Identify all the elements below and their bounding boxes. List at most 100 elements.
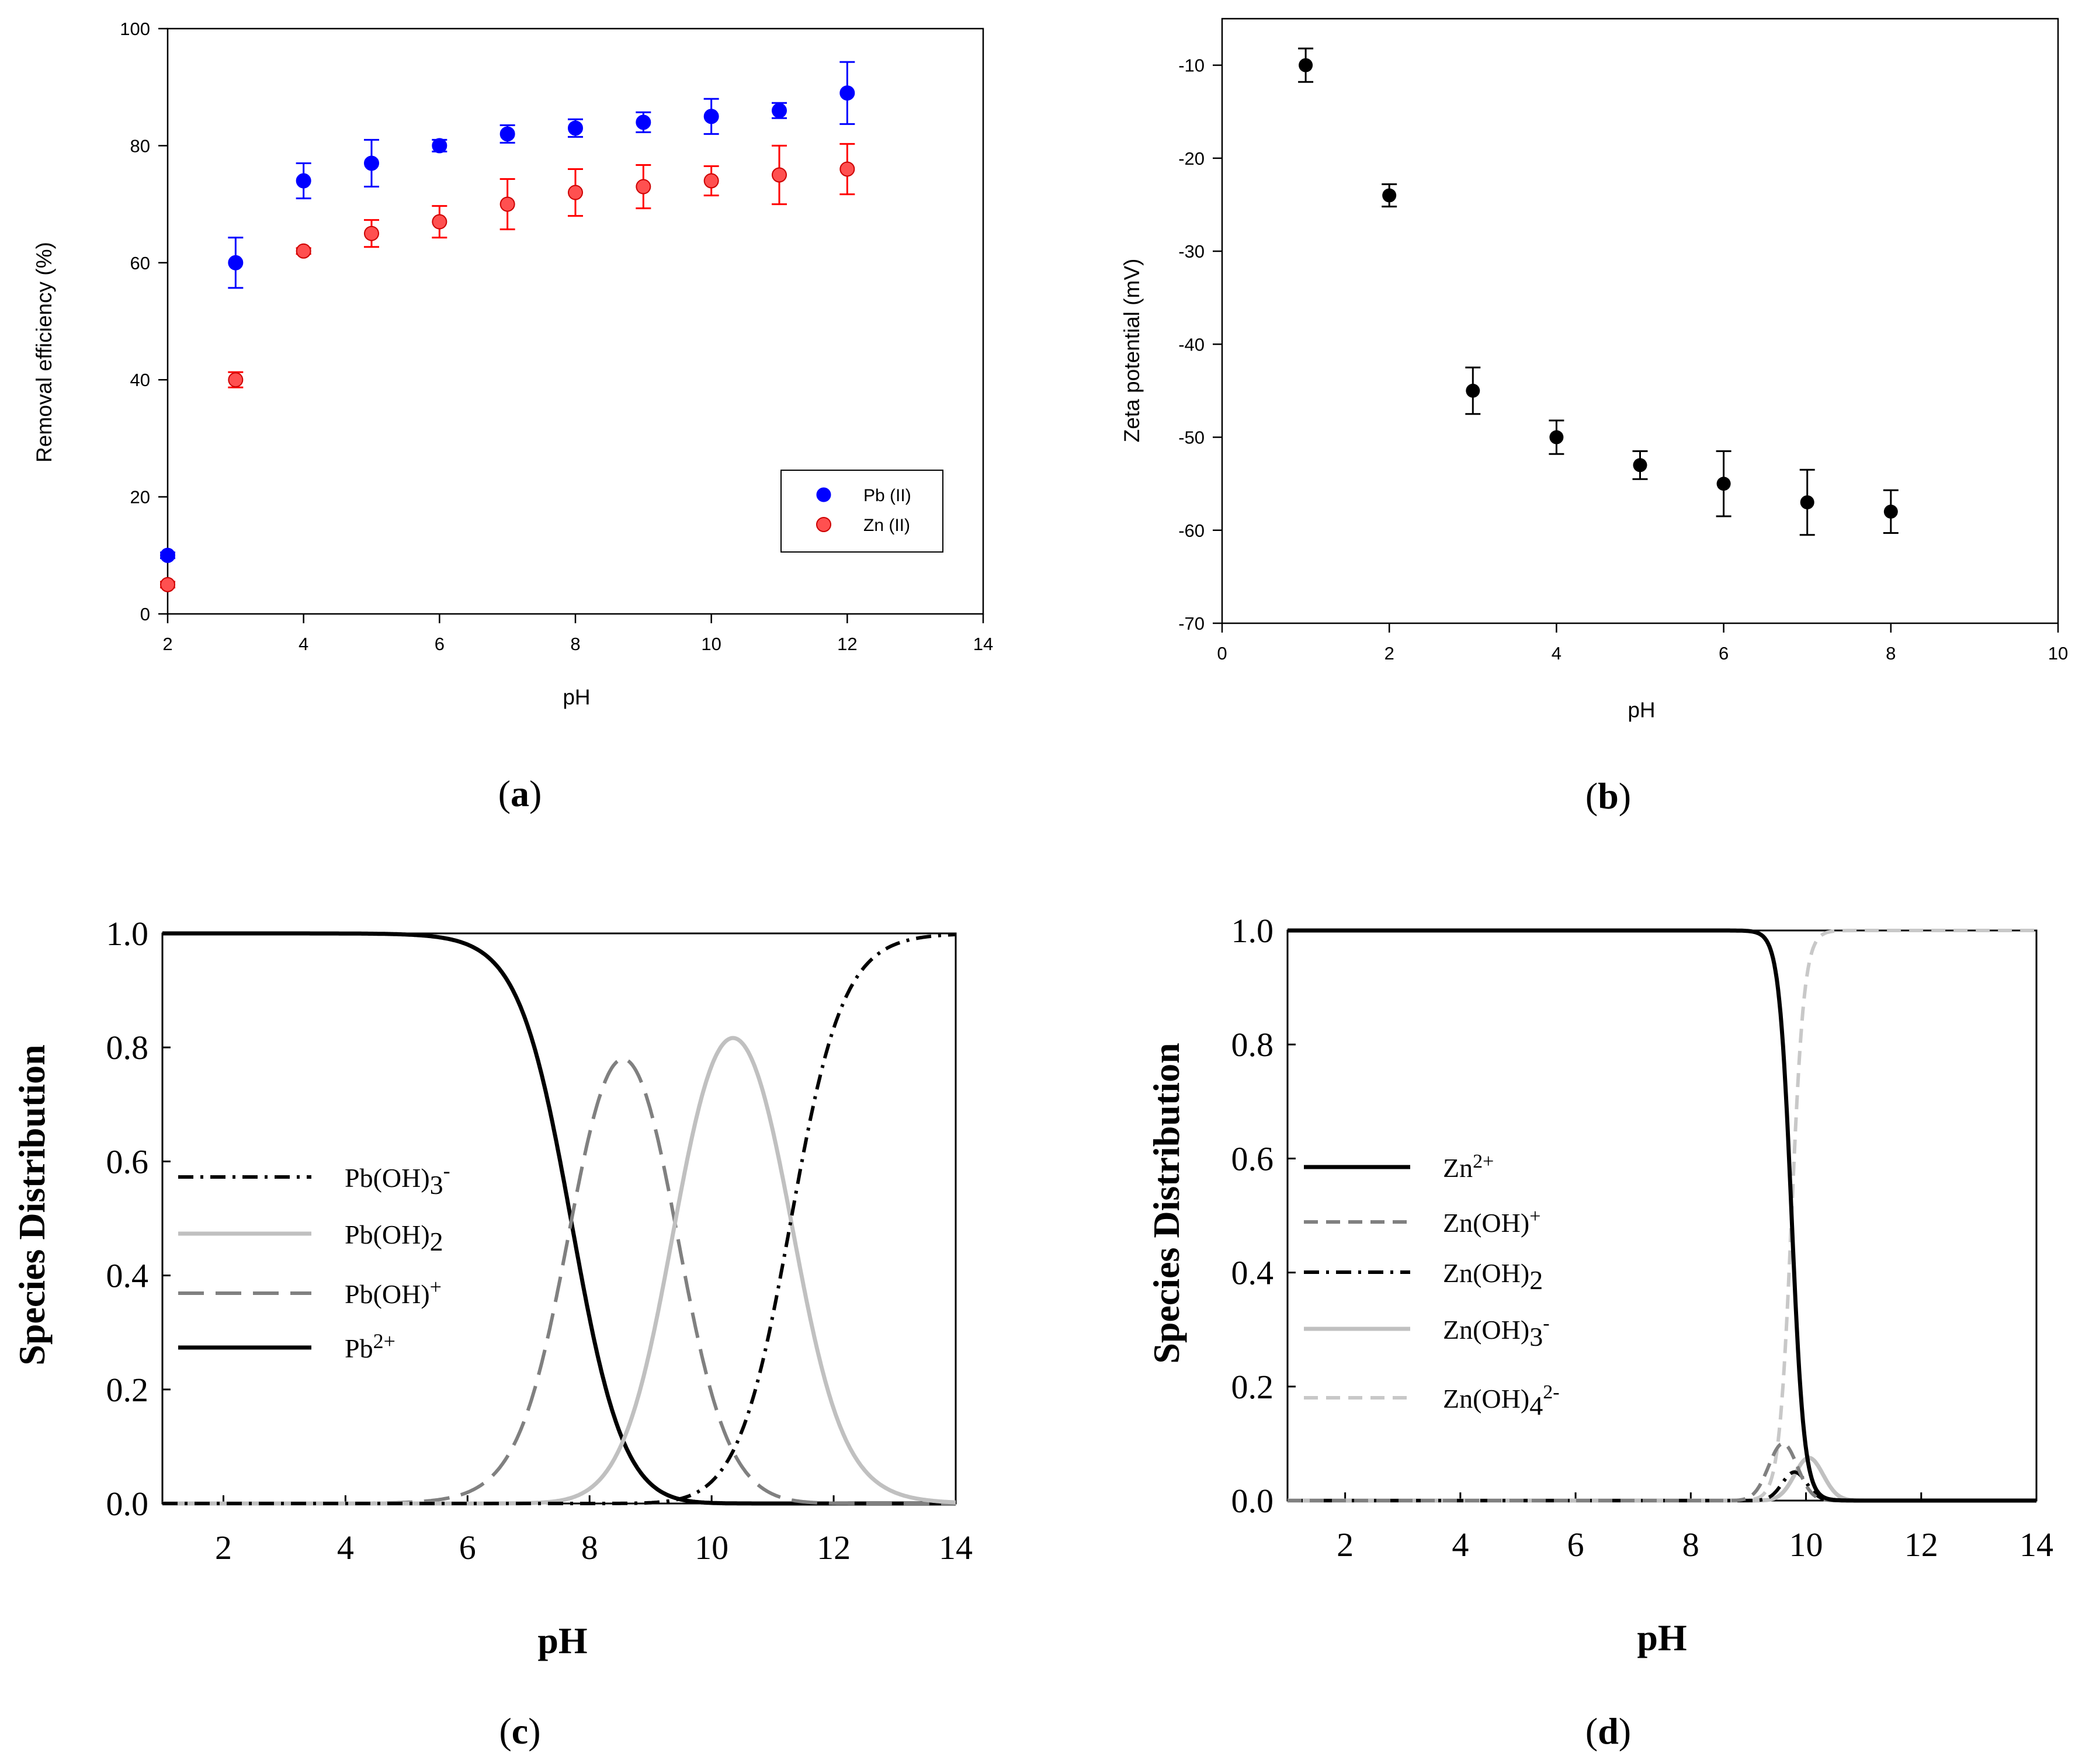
data-point-pb (499, 126, 515, 142)
data-point-zn (228, 372, 244, 388)
chart-b: 0 2 4 6 8 10 -70 -60 -50 -40 -30 -20 -10 pH Zeta po… (1120, 18, 2068, 817)
chart-b-frame (1221, 18, 2059, 624)
curve-pboh (162, 1057, 956, 1505)
data-point (1549, 430, 1564, 445)
y-tick-label: 1.0 (1231, 912, 1274, 950)
legend-label-sup: + (1529, 1206, 1540, 1227)
chart-d-xlabel: pH (1637, 1617, 1687, 1658)
data-point-zn (839, 161, 855, 177)
data-point-zn (703, 173, 719, 189)
data-point-zn (636, 179, 651, 195)
x-tick-label: 2 (162, 634, 172, 654)
legend-label-sup: 2+ (373, 1329, 395, 1353)
chart-a-legend: Pb (II) Zn (II) (780, 470, 943, 553)
x-tick-label: 8 (1886, 643, 1896, 664)
x-tick-label: 10 (701, 634, 721, 654)
data-point-zn (568, 185, 583, 200)
y-tick-label: 0.4 (1231, 1254, 1274, 1292)
legend-label-1: Pb(OH)2 (345, 1220, 443, 1256)
y-tick-label: 0.0 (106, 1485, 149, 1523)
data-point-pb (364, 155, 379, 171)
y-tick-label: 0 (140, 604, 150, 624)
chart-c-xlabel: pH (537, 1620, 587, 1661)
chart-c-x-ticks: 2 4 6 8 10 12 14 (215, 1495, 973, 1567)
data-point-pb (703, 109, 719, 124)
legend-label-main: Zn (1443, 1153, 1473, 1183)
chart-c-series (162, 931, 956, 1506)
chart-a-ylabel: Removal efficiency (%) (32, 242, 56, 463)
x-tick-label: 2 (1337, 1526, 1354, 1564)
legend-label-main: Zn(OH) (1443, 1384, 1529, 1414)
data-point-pb (160, 547, 175, 563)
caption-a-letter: a (511, 773, 529, 814)
legend-label-sup: - (1543, 1312, 1549, 1334)
chart-b-axes (1221, 18, 2059, 624)
x-tick-label: 10 (2048, 643, 2068, 664)
legend-label-1: Zn(OH)+ (1443, 1206, 1540, 1238)
x-tick-label: 2 (1384, 643, 1394, 664)
data-point-pb (636, 114, 651, 130)
data-point (1633, 458, 1647, 473)
chart-a: 2 4 6 8 10 12 14 0 20 40 60 80 100 pH Removal effic… (32, 19, 993, 814)
curve-znoh (1288, 1442, 2036, 1502)
curve-pboh3 (162, 932, 956, 1505)
x-tick-label: 4 (299, 634, 308, 654)
legend-label-main: Zn(OH) (1443, 1315, 1529, 1345)
x-tick-label: 8 (570, 634, 580, 654)
data-point-pb (568, 120, 583, 136)
x-tick-label: 4 (1452, 1526, 1469, 1564)
legend-label-main: Pb(OH) (345, 1163, 430, 1193)
chart-b-ylabel: Zeta potential (mV) (1120, 259, 1144, 443)
y-tick-label: -60 (1178, 520, 1205, 541)
legend-label-2: Pb(OH)+ (345, 1275, 442, 1309)
caption-c-letter: c (512, 1710, 528, 1752)
legend-label-sub: 4 (1529, 1391, 1543, 1421)
data-point-pb (772, 103, 787, 119)
chart-a-xlabel: pH (563, 685, 590, 709)
x-tick-label: 8 (581, 1529, 598, 1567)
chart-c-legend: Pb(OH)3-Pb(OH)2Pb(OH)+Pb2+ (178, 1159, 450, 1363)
data-point (1382, 188, 1397, 203)
curve-zn2 (1288, 928, 2036, 1503)
legend-marker-zn (816, 517, 831, 532)
y-tick-label: -30 (1178, 241, 1205, 262)
legend-label-sub: 3 (1529, 1322, 1543, 1352)
y-tick-label: 100 (120, 19, 150, 39)
data-point-zn (772, 167, 787, 183)
chart-a-x-ticks: 2 4 6 8 10 12 14 (162, 614, 993, 654)
chart-b-x-ticks: 0 2 4 6 8 10 (1217, 623, 2068, 664)
y-tick-label: -70 (1178, 613, 1205, 634)
data-point-zn (296, 243, 311, 259)
legend-label-zn: Zn (II) (863, 516, 910, 535)
data-point-pb (296, 173, 311, 189)
legend-label-sup: + (430, 1275, 442, 1298)
x-tick-label: 12 (837, 634, 857, 654)
x-tick-label: 10 (1789, 1526, 1823, 1564)
chart-d-y-ticks: 0.0 0.2 0.4 0.6 0.8 1.0 (1231, 912, 1296, 1520)
curve-znoh3 (1288, 1456, 2036, 1503)
legend-label-main: Pb (345, 1334, 373, 1363)
x-tick-label: 0 (1217, 643, 1227, 664)
curve-znoh42 (1288, 929, 2036, 1502)
legend-label-sup: - (443, 1159, 450, 1182)
x-tick-label: 14 (973, 634, 993, 654)
curve-znoh2 (1288, 1470, 2036, 1502)
chart-d-x-ticks: 2 4 6 8 10 12 14 (1337, 1492, 2053, 1564)
x-tick-label: 6 (1719, 643, 1729, 664)
data-point (1716, 477, 1731, 491)
y-tick-label: -20 (1178, 148, 1205, 169)
y-tick-label: 20 (130, 487, 150, 508)
legend-label-3: Pb2+ (345, 1329, 395, 1363)
data-point (1800, 495, 1814, 509)
x-tick-label: 6 (435, 634, 445, 654)
chart-a-series (160, 61, 855, 592)
caption-c: (c) (499, 1710, 540, 1752)
data-point-zn (499, 196, 515, 212)
y-tick-label: 0.6 (106, 1143, 149, 1180)
chart-b-xlabel: pH (1628, 698, 1655, 722)
legend-label-sup: 2- (1543, 1381, 1559, 1403)
legend-label-main: Pb(OH) (345, 1220, 430, 1249)
chart-a-legend-box (780, 470, 943, 553)
y-tick-label: 60 (130, 253, 150, 273)
